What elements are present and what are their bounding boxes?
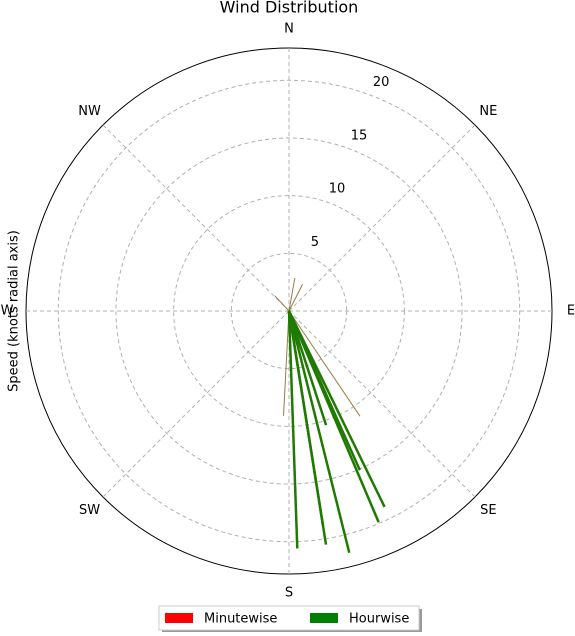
chart-title: Wind Distribution <box>220 0 359 17</box>
angle-label: NW <box>78 104 101 119</box>
wind-spoke <box>287 310 299 549</box>
y-axis-label: Speed (knots radial axis) <box>7 230 22 392</box>
r-tick-label: 20 <box>373 75 390 90</box>
wind-spoke <box>283 310 290 416</box>
angle-label: NE <box>479 104 497 119</box>
legend-swatch <box>310 613 338 623</box>
legend: Minutewise Hourwise <box>158 605 422 633</box>
wind-spoke <box>287 310 328 426</box>
wind-spoke <box>288 310 361 417</box>
wind-spoke <box>288 284 304 312</box>
r-tick-label: 10 <box>329 182 346 197</box>
legend-label: Minutewise <box>204 612 277 627</box>
grid-spoke <box>288 124 476 312</box>
angle-label: SE <box>480 503 496 518</box>
wind-spoke <box>287 310 386 508</box>
grid-spoke <box>288 310 476 498</box>
wind-spoke <box>288 277 296 312</box>
grid-spoke <box>102 124 290 312</box>
angle-label: E <box>567 304 575 319</box>
wind-spoke <box>287 310 361 471</box>
wind-spoke <box>287 310 325 527</box>
legend-box <box>158 605 420 631</box>
grid-ring <box>57 79 521 543</box>
angle-label: S <box>285 586 293 601</box>
angle-label: W <box>1 304 14 319</box>
grid-ring <box>115 137 463 485</box>
wind-spoke <box>274 295 290 312</box>
wind-spoke <box>287 310 351 554</box>
grid-spoke <box>102 310 290 498</box>
angle-label: N <box>284 22 294 37</box>
r-tick-label: 5 <box>311 235 319 250</box>
r-tick-label: 15 <box>351 128 368 143</box>
angle-label: SW <box>79 503 100 518</box>
legend-label: Hourwise <box>349 612 409 627</box>
legend-swatch <box>165 613 193 623</box>
